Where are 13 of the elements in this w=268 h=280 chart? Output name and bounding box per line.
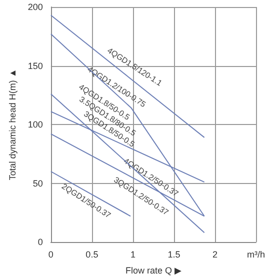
x-tick-label: 0	[48, 250, 54, 260]
x-axis-title: Flow rate Q ▶	[125, 266, 182, 276]
y-tick-label: 150	[28, 60, 43, 71]
x-tick-label: 1	[130, 250, 136, 260]
y-tick-label: 200	[28, 2, 43, 12]
y-tick-label: 100	[28, 120, 43, 130]
y-axis-title: Total dynamic head H(m) ▲	[8, 68, 18, 180]
x-tick-label: 2	[212, 250, 218, 260]
x-tick-label: 1.5	[168, 250, 180, 260]
y-tick-label: 50	[32, 178, 43, 188]
x-tick-label: 0.5	[86, 250, 98, 260]
x-tick-label: m³/h	[247, 250, 265, 260]
y-tick-label: 0	[38, 237, 43, 247]
